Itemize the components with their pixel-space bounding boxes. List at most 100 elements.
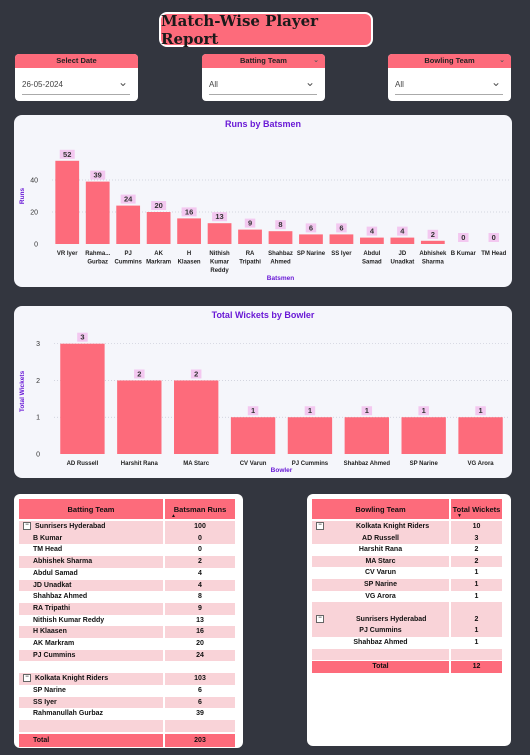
data-label: 1 (251, 406, 255, 415)
bar[interactable] (287, 417, 333, 454)
sort-ascending-icon[interactable]: ▲ (171, 513, 176, 519)
bar[interactable] (55, 160, 80, 244)
bar[interactable] (60, 343, 105, 454)
data-label-bg (475, 406, 486, 416)
collapse-icon[interactable]: − (316, 522, 324, 531)
row-label: AK Markram (33, 640, 75, 647)
bar[interactable] (116, 205, 141, 244)
x-axis-title: Batsmen (267, 275, 294, 282)
y-tick-label: 0 (34, 242, 38, 249)
bar[interactable] (207, 223, 232, 244)
bowling-team-slicer[interactable]: Bowling Team ⌄ All ⌄ (388, 54, 511, 101)
x-tick-label: Unadkat (391, 260, 415, 266)
chevron-down-icon[interactable]: ⌄ (490, 75, 501, 89)
row-label: Sunrisers Hyderabad (356, 615, 427, 623)
bar[interactable] (174, 380, 219, 454)
batting-table-panel: Batting Team Batsman Runs ▲ − Sunrisers Hyde… (14, 494, 243, 748)
row-label: Abhishek Sharma (33, 558, 93, 566)
table-row: Harshit Rana 2 (312, 544, 502, 556)
data-label: 1 (478, 406, 482, 415)
table-header-value[interactable]: Batsman Runs ▲ (165, 499, 235, 519)
table-row: Abdul Samad 4 (19, 568, 235, 580)
total-label: Total (312, 661, 449, 674)
table-row: VG Arora 1 (312, 591, 502, 603)
slicer-underline (395, 94, 503, 95)
collapse-icon[interactable]: − (23, 522, 31, 531)
data-label-bg (366, 226, 378, 236)
row-value: 1 (451, 579, 502, 591)
table-row: SP Narine 1 (312, 579, 502, 591)
runs-chart-title: Runs by Batsmen (224, 119, 302, 129)
x-tick-label: Abhishek (419, 251, 447, 257)
table-group-row[interactable]: − Kolkata Knight Riders 10 (312, 521, 502, 533)
sort-descending-icon[interactable]: ▼ (457, 513, 462, 519)
chevron-down-icon[interactable]: ⌄ (304, 75, 315, 89)
bar[interactable] (299, 234, 323, 244)
bar[interactable] (117, 380, 162, 454)
chevron-down-icon[interactable]: ⌄ (313, 57, 319, 64)
bar[interactable] (146, 212, 171, 244)
data-label-bg (190, 369, 202, 379)
bar[interactable] (177, 218, 201, 244)
bar[interactable] (268, 231, 293, 244)
bar[interactable] (344, 417, 389, 454)
bowling-slicer-value: All (395, 80, 404, 89)
data-label: 0 (492, 233, 496, 242)
table-group-row[interactable]: − Kolkata Knight Riders 103 (19, 673, 235, 685)
table-group-row[interactable]: − Sunrisers Hyderabad 2 (312, 613, 502, 626)
row-value: 4 (198, 569, 202, 577)
bowling-slicer-label: Bowling Team (424, 56, 475, 65)
x-tick-label: JD (399, 251, 407, 257)
row-value: 16 (165, 626, 235, 638)
slicer-underline (22, 94, 130, 95)
x-tick-label: Shahbaz (268, 251, 293, 257)
table-row (19, 661, 235, 673)
bar[interactable] (458, 417, 503, 454)
x-tick-label: AK (154, 251, 163, 257)
collapse-icon[interactable]: − (316, 614, 324, 623)
x-tick-label: Reddy (210, 268, 229, 274)
table-header-team[interactable]: Batting Team (19, 499, 163, 519)
data-label-bg (134, 369, 145, 379)
bar[interactable] (230, 417, 276, 454)
batting-slicer-label: Batting Team (240, 56, 287, 65)
x-tick-label: CV Varun (240, 461, 267, 467)
bar[interactable] (238, 229, 262, 244)
table-row: AK Markram 20 (19, 638, 235, 650)
chevron-down-icon[interactable]: ⌄ (499, 57, 505, 64)
row-value: 8 (198, 593, 202, 601)
row-value: 100 (165, 521, 235, 533)
bar[interactable] (420, 240, 445, 244)
table-row: Rahmanullah Gurbaz 39 (19, 708, 235, 720)
table-row: AD Russell 3 (312, 532, 502, 545)
chevron-down-icon[interactable]: ⌄ (117, 75, 128, 89)
bar[interactable] (85, 181, 110, 244)
table-header-team[interactable]: Bowling Team (312, 499, 449, 519)
date-slicer[interactable]: Select Date 26-05-2024 ⌄ (15, 54, 138, 101)
x-tick-label: PJ Cummins (292, 461, 329, 467)
row-label: CV Varun (364, 569, 397, 577)
data-label: 1 (308, 406, 312, 415)
wickets-chart-title: Total Wickets by Bowler (211, 310, 315, 320)
table-header-value[interactable]: Total Wickets ▼ (451, 499, 502, 519)
bar[interactable] (401, 417, 446, 454)
bar[interactable] (329, 234, 354, 244)
table-group-row[interactable]: − Sunrisers Hyderabad 100 (19, 521, 235, 533)
total-label: Total (19, 733, 163, 747)
data-label: 20 (154, 201, 162, 210)
x-tick-label: SS Iyer (331, 251, 352, 257)
row-label: Shahbaz Ahmed (353, 639, 408, 646)
row-label: Nithish Kumar Reddy (33, 616, 105, 624)
data-label: 1 (365, 406, 369, 415)
bowling-table-panel: Bowling Team Total Wickets ▼ − Kolkata Knigh… (307, 494, 511, 746)
x-tick-label: RA (246, 251, 255, 257)
x-tick-label: SP Narine (297, 251, 326, 257)
batting-team-slicer[interactable]: Batting Team ⌄ All ⌄ (202, 54, 325, 101)
row-value (451, 648, 502, 661)
x-tick-label: Samad (362, 260, 382, 266)
bar[interactable] (360, 237, 384, 244)
data-label-bg (244, 218, 256, 228)
bar[interactable] (390, 237, 415, 244)
table-row: Nithish Kumar Reddy 13 (19, 615, 235, 627)
collapse-icon[interactable]: − (23, 674, 31, 683)
